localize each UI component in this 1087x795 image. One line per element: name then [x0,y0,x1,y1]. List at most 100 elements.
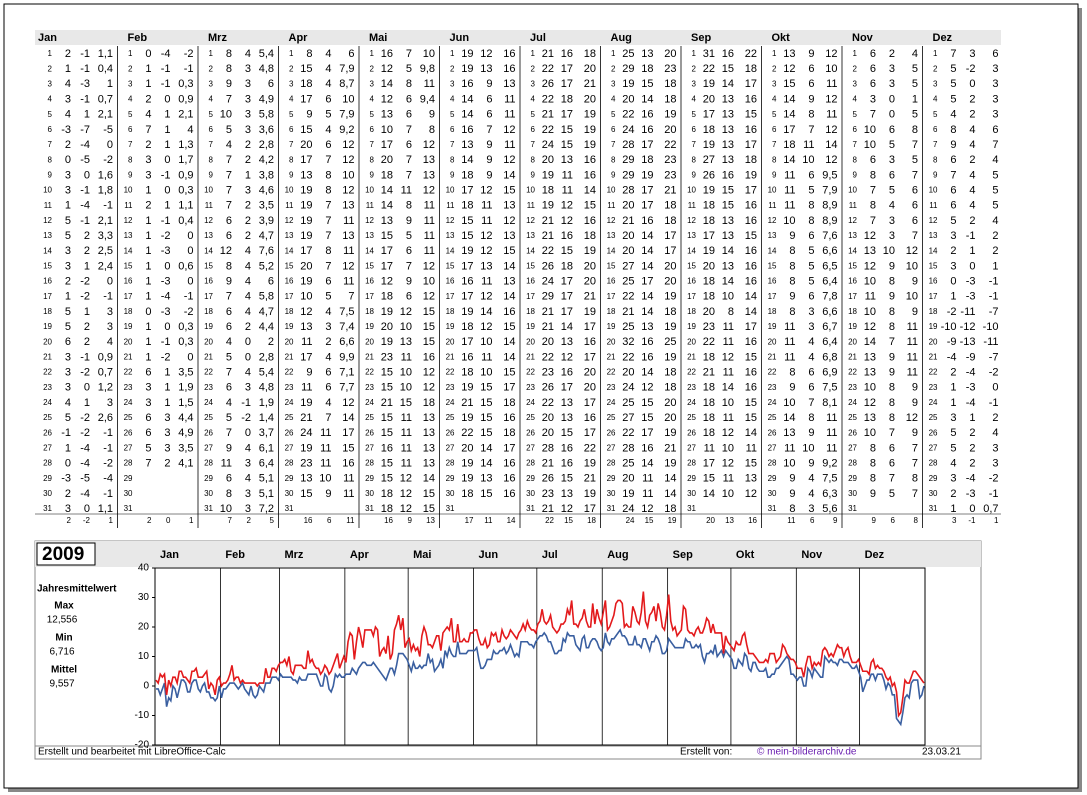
cell: 12 [400,503,412,515]
day-number: 15 [124,261,133,270]
cell: 17 [745,139,757,151]
cell: 5 [992,184,998,196]
day-number: 14 [768,246,777,255]
day-number: 17 [526,292,535,301]
day-number: 30 [848,489,857,498]
day-number: 28 [687,459,696,468]
day-number: 31 [446,504,455,513]
day-number: 8 [48,155,53,164]
day-number: 20 [446,337,455,346]
cell: 15 [503,184,515,196]
day-number: 19 [124,322,133,331]
cell: 8 [789,260,795,272]
cell: 16 [745,366,757,378]
cell: 6 [325,139,331,151]
cell: 22 [542,397,554,409]
cell: 6 [808,366,814,378]
cell: 17 [703,230,715,242]
cell: 18 [703,275,715,287]
cell: 7 [950,169,956,181]
cell: 9 [950,139,956,151]
day-number: 26 [124,428,133,437]
cell: 12 [480,291,492,303]
month-summary: 7 [228,516,233,525]
day-number: 31 [526,504,535,513]
day-number: 21 [929,353,938,362]
cell: 4 [65,109,71,121]
cell: 14 [783,93,795,105]
day-number: 19 [929,322,938,331]
cell: 10 [342,169,354,181]
cell: 10 [722,488,734,500]
cell: 15 [461,230,473,242]
day-number: 26 [446,428,455,437]
cell: 0,7 [98,93,113,105]
cell: -1 [966,230,976,242]
day-number: 21 [687,353,696,362]
cell: 12 [561,503,573,515]
cell: 4 [65,78,71,90]
day-number: 24 [687,398,696,407]
day-number: 17 [929,292,938,301]
cell: 3 [245,63,251,75]
cell: 1,8 [98,184,113,196]
cell: 3 [145,169,151,181]
cell: 3 [325,321,331,333]
cell: 7 [145,457,151,469]
cell: 24 [300,427,312,439]
cell: 2,6 [98,412,113,424]
cell: 0 [107,275,113,287]
cell: 17 [641,184,653,196]
stat-label: Mittel [51,665,77,676]
cell: 22 [622,427,634,439]
cell: 14 [745,291,757,303]
footer-link[interactable]: © mein-bilderarchiv.de [757,747,857,758]
cell: -2 [241,412,251,424]
day-number: 7 [370,140,375,149]
day-number: 30 [43,489,52,498]
cell: -1 [989,275,999,287]
cell: 13 [342,200,354,212]
cell: 19 [622,78,634,90]
day-number: 9 [531,170,536,179]
cell: 15 [503,366,515,378]
day-number: 6 [692,125,697,134]
cell: 6 [406,109,412,121]
day-number: 15 [607,261,616,270]
cell: 17 [561,275,573,287]
day-number: 6 [209,125,214,134]
cell: 6 [348,48,354,60]
cell: 7,2 [259,503,274,515]
cell: 4 [325,306,331,318]
cell: 2 [889,48,895,60]
day-number: 11 [285,201,294,210]
cell: 7 [226,154,232,166]
cell: 2 [969,427,975,439]
cell: 23 [300,457,312,469]
cell: 7,8 [822,291,837,303]
cell: 14 [480,457,492,469]
cell: 19 [622,488,634,500]
cell: 2 [325,336,331,348]
day-number: 12 [607,216,616,225]
cell: 17 [703,109,715,121]
cell: 13 [480,63,492,75]
cell: 6 [226,215,232,227]
day-number: 2 [370,64,375,73]
day-number: 6 [48,125,53,134]
day-number: 7 [128,140,133,149]
month-summary: 8 [914,516,919,525]
day-number: 8 [209,155,214,164]
cell: 10 [300,291,312,303]
cell: 13 [722,154,734,166]
cell: 6 [406,245,412,257]
cell: 19 [461,457,473,469]
cell: 20 [664,397,676,409]
month-summary: 13 [725,516,734,525]
cell: 14 [503,169,515,181]
day-number: 20 [204,337,213,346]
cell: 3 [65,245,71,257]
month-summary: 15 [564,516,573,525]
cell: 8 [789,366,795,378]
cell: 15 [503,245,515,257]
